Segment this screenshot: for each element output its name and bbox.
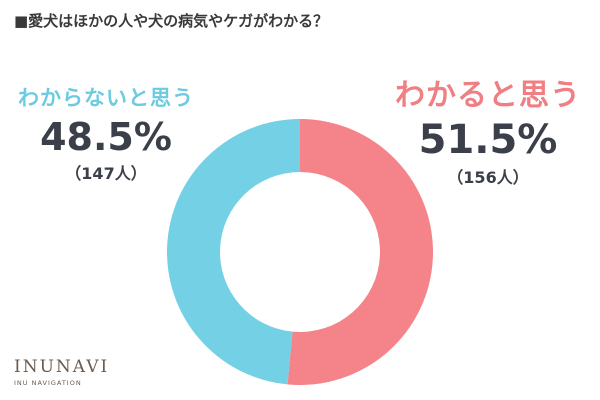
brand-logo: INUNAVI INU NAVIGATION [14, 357, 110, 388]
brand-logo-sub: INU NAVIGATION [14, 379, 82, 387]
slice-label-block-no: わからないと思う 48.5% （147人） [6, 82, 206, 184]
brand-logo-main: INUNAVI [14, 357, 110, 377]
slice-percent-yes: 51.5% [418, 117, 558, 163]
slice-label-no: わからないと思う [18, 86, 194, 110]
chart-title: ■愛犬はほかの人や犬の病気やケガがわかる？ [14, 12, 329, 30]
slice-label-yes: わかると思う [395, 78, 581, 113]
donut-slice-0 [287, 119, 433, 385]
slice-count-yes: （156人） [447, 168, 529, 187]
slice-count-no: （147人） [65, 164, 147, 183]
slice-percent-no: 48.5% [40, 115, 172, 159]
donut-slice-1 [166, 119, 300, 385]
slice-label-block-yes: わかると思う 51.5% （156人） [378, 70, 598, 188]
